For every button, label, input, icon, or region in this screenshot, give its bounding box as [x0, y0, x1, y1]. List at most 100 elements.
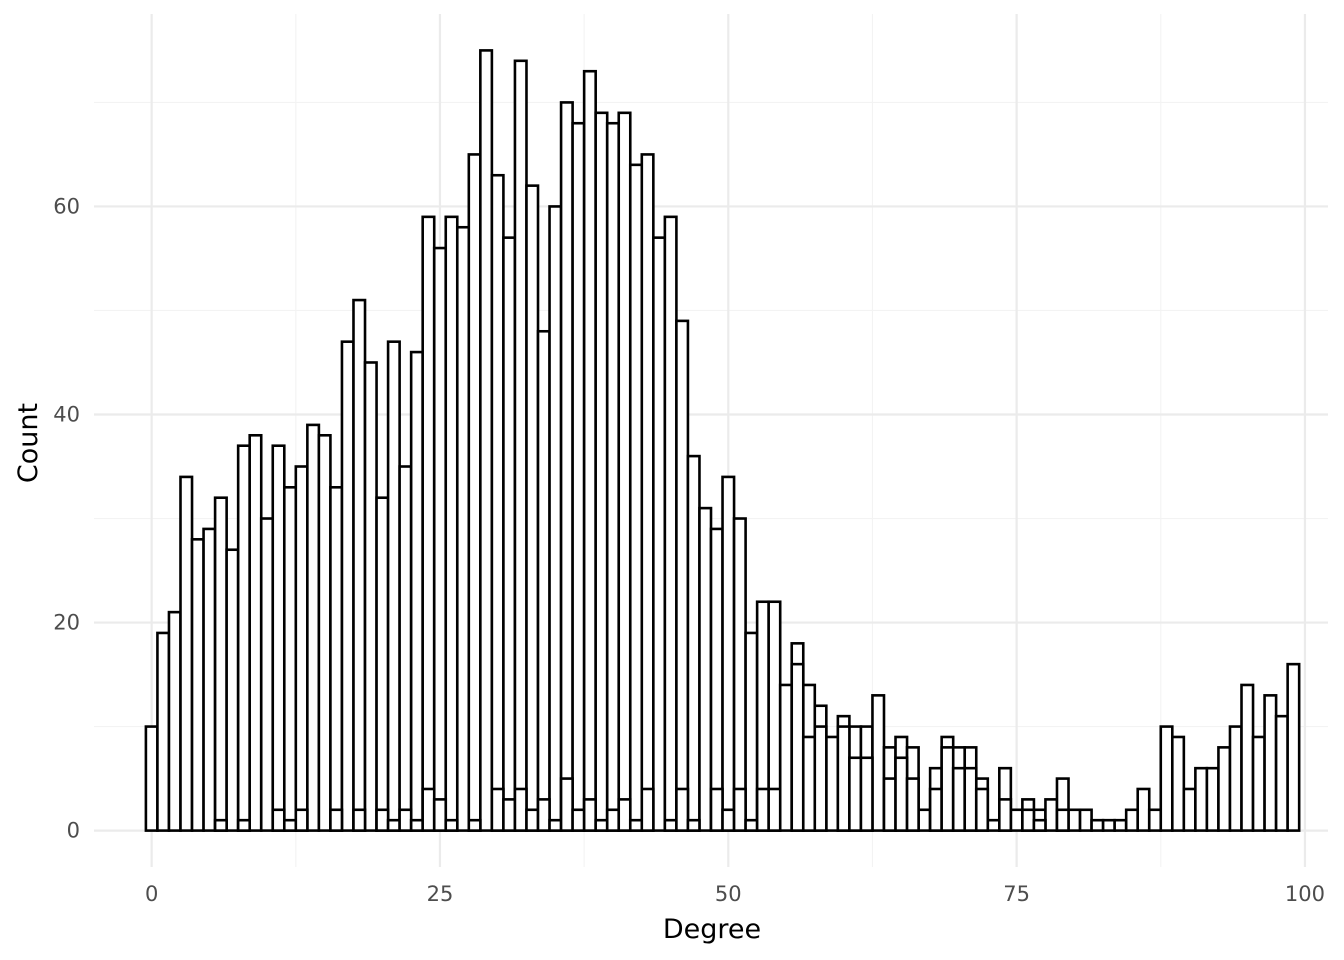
- histogram-bar: [640, 153, 655, 832]
- histogram-bar: [1147, 808, 1163, 832]
- histogram-bar: [432, 246, 448, 832]
- histogram-bar: [721, 475, 736, 832]
- histogram-bar: [1263, 694, 1278, 832]
- histogram-bar: [490, 173, 505, 832]
- x-tick-label: 0: [145, 882, 158, 906]
- histogram-bar: [548, 205, 563, 832]
- histogram-bar: [340, 340, 355, 832]
- histogram-bar: [144, 725, 159, 832]
- histogram-bar: [594, 111, 609, 832]
- histogram-bar: [1136, 787, 1151, 832]
- histogram-bar: [513, 787, 528, 832]
- histogram-bar: [467, 153, 482, 832]
- histogram-bar: [582, 69, 597, 832]
- histogram-bar: [525, 808, 540, 832]
- histogram-bar: [571, 121, 586, 832]
- histogram-bar: [963, 766, 978, 832]
- histogram-bar: [709, 527, 724, 832]
- histogram-bar: [686, 818, 701, 832]
- histogram-bar: [836, 725, 851, 832]
- histogram-bar: [709, 787, 724, 832]
- y-tick-label: 0: [67, 819, 80, 843]
- histogram-bar: [525, 184, 540, 832]
- y-tick-label: 40: [53, 402, 80, 426]
- histogram-bar: [375, 808, 390, 832]
- histogram-bar: [479, 49, 494, 832]
- histogram-bar: [502, 798, 517, 832]
- histogram-bar: [951, 766, 967, 832]
- histogram-bar: [744, 818, 759, 832]
- histogram-bar: [352, 808, 367, 832]
- histogram-bar: [767, 787, 782, 832]
- histogram-bar: [813, 725, 828, 832]
- histogram-bar: [732, 787, 747, 832]
- x-tick-label: 25: [427, 882, 454, 906]
- histogram-bar: [663, 215, 678, 832]
- y-tick-label: 20: [53, 611, 80, 635]
- histogram-bar: [1217, 746, 1232, 832]
- histogram-bar: [686, 454, 701, 832]
- histogram-bar: [271, 808, 286, 832]
- histogram-bar: [271, 444, 286, 832]
- histogram-bar: [1090, 818, 1105, 832]
- histogram-bar: [444, 215, 459, 832]
- histogram-bar: [1067, 808, 1082, 832]
- histogram-bar: [236, 444, 251, 832]
- histogram-bar: [536, 329, 551, 832]
- histogram-bar: [1182, 787, 1197, 832]
- histogram-bar: [628, 818, 644, 832]
- histogram-bar: [455, 225, 471, 832]
- histogram-bar: [444, 818, 459, 832]
- histogram-bar: [755, 787, 770, 832]
- histogram-bar: [282, 486, 298, 832]
- histogram-bar: [675, 787, 690, 832]
- histogram-bar: [698, 506, 713, 832]
- histogram-bars: [144, 49, 1301, 832]
- histogram-bar: [617, 798, 632, 832]
- histogram-bar: [605, 121, 621, 832]
- histogram-bar: [386, 818, 401, 832]
- histogram-bar: [1159, 725, 1174, 832]
- histogram-bar: [871, 694, 886, 832]
- histogram-bar: [721, 808, 736, 832]
- histogram-bar: [628, 163, 644, 832]
- histogram-bar: [1113, 818, 1128, 832]
- histogram-bar: [306, 423, 321, 832]
- histogram-bar: [329, 808, 344, 832]
- histogram-bar: [236, 818, 251, 832]
- histogram-bar: [329, 486, 344, 832]
- histogram-bar: [940, 746, 955, 832]
- histogram-bar: [248, 433, 263, 832]
- histogram-bar: [974, 787, 990, 832]
- histogram-bar: [213, 818, 228, 832]
- histogram-bar: [905, 777, 920, 832]
- histogram-bar: [502, 236, 517, 832]
- histogram-bar: [202, 527, 217, 832]
- histogram-bar: [882, 777, 897, 832]
- histogram-bar: [421, 787, 436, 832]
- histogram-bar: [640, 787, 655, 832]
- histogram-bar: [375, 496, 390, 832]
- histogram-bar: [536, 798, 551, 832]
- histogram-bar: [1240, 683, 1255, 832]
- histogram-bar: [1055, 808, 1070, 832]
- histogram-bar: [1021, 808, 1036, 832]
- histogram-bar: [548, 818, 563, 832]
- histogram-bar: [1274, 714, 1289, 832]
- histogram-bar: [363, 361, 378, 832]
- histogram-bar: [1044, 798, 1059, 832]
- histogram-bar: [894, 756, 909, 832]
- histogram-bar: [398, 465, 413, 832]
- y-tick-label: 60: [53, 194, 80, 218]
- histogram-bar: [1251, 735, 1266, 832]
- histogram-bar: [986, 818, 1001, 832]
- x-axis-title: Degree: [663, 914, 761, 945]
- histogram-bar: [259, 517, 275, 832]
- histogram-bar: [605, 808, 621, 832]
- histogram-bar: [663, 818, 678, 832]
- x-tick-label: 100: [1285, 882, 1325, 906]
- histogram-bar: [744, 631, 759, 832]
- histogram-bar: [732, 517, 747, 832]
- histogram-bar: [1171, 735, 1186, 832]
